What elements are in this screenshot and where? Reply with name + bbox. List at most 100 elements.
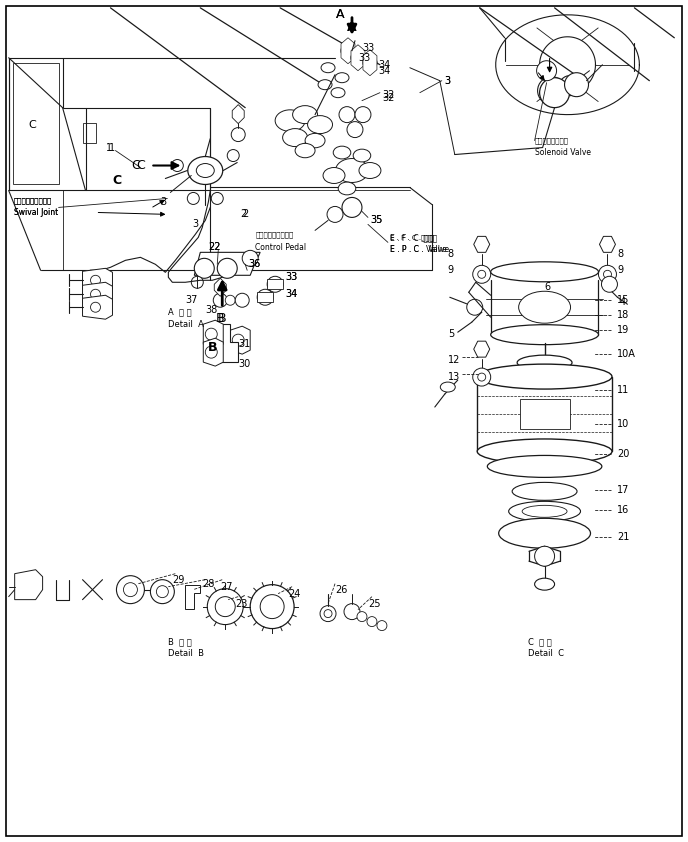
Ellipse shape xyxy=(305,133,325,147)
Circle shape xyxy=(377,621,387,631)
Text: 35: 35 xyxy=(370,216,383,226)
Ellipse shape xyxy=(487,456,602,477)
Text: 32: 32 xyxy=(382,89,394,99)
Ellipse shape xyxy=(275,109,305,131)
Text: C: C xyxy=(131,159,140,172)
Circle shape xyxy=(250,584,294,629)
Text: 19: 19 xyxy=(617,325,630,335)
Ellipse shape xyxy=(440,382,455,392)
Polygon shape xyxy=(341,38,355,64)
Ellipse shape xyxy=(335,72,349,83)
Polygon shape xyxy=(214,279,226,296)
Text: 21: 21 xyxy=(617,532,630,541)
Circle shape xyxy=(211,193,223,205)
Circle shape xyxy=(565,72,588,97)
Ellipse shape xyxy=(535,578,555,590)
Text: 31: 31 xyxy=(238,339,250,349)
Polygon shape xyxy=(203,338,223,366)
Ellipse shape xyxy=(321,62,335,72)
Polygon shape xyxy=(519,399,570,429)
Polygon shape xyxy=(474,341,490,357)
Text: 1: 1 xyxy=(105,142,111,152)
Ellipse shape xyxy=(295,143,315,157)
Circle shape xyxy=(347,121,363,137)
Ellipse shape xyxy=(508,501,581,521)
Polygon shape xyxy=(9,58,85,190)
Circle shape xyxy=(367,616,377,626)
Circle shape xyxy=(341,44,355,58)
Circle shape xyxy=(205,328,217,340)
Circle shape xyxy=(171,159,183,172)
Text: 25: 25 xyxy=(368,599,380,609)
Circle shape xyxy=(327,206,343,222)
Circle shape xyxy=(351,51,365,65)
Polygon shape xyxy=(203,320,223,348)
Polygon shape xyxy=(83,296,112,319)
Circle shape xyxy=(213,293,227,307)
Text: 37: 37 xyxy=(185,296,197,306)
Text: 8: 8 xyxy=(448,249,454,259)
Text: 26: 26 xyxy=(335,584,347,594)
Circle shape xyxy=(235,293,249,307)
Text: C  詳 細: C 詳 細 xyxy=(528,637,551,646)
Text: 9: 9 xyxy=(617,265,623,275)
Text: 9: 9 xyxy=(448,265,454,275)
Text: Detail  A: Detail A xyxy=(169,320,204,328)
Circle shape xyxy=(123,583,138,597)
Circle shape xyxy=(320,605,336,621)
Circle shape xyxy=(91,275,100,285)
Circle shape xyxy=(257,290,273,306)
Polygon shape xyxy=(194,253,260,275)
Polygon shape xyxy=(83,282,112,306)
Circle shape xyxy=(227,150,239,162)
Polygon shape xyxy=(474,237,490,253)
Circle shape xyxy=(344,604,360,620)
Text: 10: 10 xyxy=(617,419,630,429)
Circle shape xyxy=(599,265,616,283)
Polygon shape xyxy=(267,280,283,290)
Text: B: B xyxy=(208,341,218,354)
Text: スイベルジョイント: スイベルジョイント xyxy=(14,197,52,204)
Text: 34: 34 xyxy=(378,66,390,76)
Text: スイベルジョイント: スイベルジョイント xyxy=(14,197,52,204)
Text: 33: 33 xyxy=(358,53,370,63)
Text: C: C xyxy=(112,174,122,187)
Text: 34: 34 xyxy=(285,290,297,299)
Ellipse shape xyxy=(477,439,612,464)
Text: 36: 36 xyxy=(248,259,261,269)
Text: 36: 36 xyxy=(248,259,261,269)
Circle shape xyxy=(466,299,483,315)
Text: 4: 4 xyxy=(619,297,625,307)
Polygon shape xyxy=(599,237,616,253)
Text: B  詳 細: B 詳 細 xyxy=(169,637,192,646)
Text: A: A xyxy=(347,21,356,35)
Circle shape xyxy=(324,610,332,617)
Ellipse shape xyxy=(336,158,369,183)
Polygon shape xyxy=(351,45,365,71)
Circle shape xyxy=(205,346,217,358)
Ellipse shape xyxy=(323,168,345,184)
Text: Swival Joint: Swival Joint xyxy=(14,208,58,217)
Circle shape xyxy=(91,290,100,299)
Circle shape xyxy=(187,193,200,205)
Circle shape xyxy=(260,594,284,619)
Circle shape xyxy=(537,77,566,104)
Text: 29: 29 xyxy=(173,575,184,584)
Circle shape xyxy=(215,597,235,616)
Circle shape xyxy=(116,576,144,604)
Text: E . P . C . Valve: E . P . C . Valve xyxy=(390,245,447,253)
Circle shape xyxy=(156,586,169,598)
Text: Solenoid Valve: Solenoid Valve xyxy=(535,148,590,157)
Text: E . F . C .ハルブ: E . F . C .ハルブ xyxy=(390,233,437,242)
Circle shape xyxy=(539,77,570,108)
Text: 3: 3 xyxy=(445,76,451,86)
Text: 6: 6 xyxy=(545,282,550,292)
Circle shape xyxy=(342,198,362,217)
Circle shape xyxy=(473,368,491,386)
Text: 3: 3 xyxy=(160,197,166,207)
Text: 8: 8 xyxy=(617,249,623,259)
Circle shape xyxy=(156,584,169,595)
Text: 3: 3 xyxy=(445,76,451,86)
Circle shape xyxy=(231,128,245,141)
Text: 5: 5 xyxy=(448,329,454,339)
